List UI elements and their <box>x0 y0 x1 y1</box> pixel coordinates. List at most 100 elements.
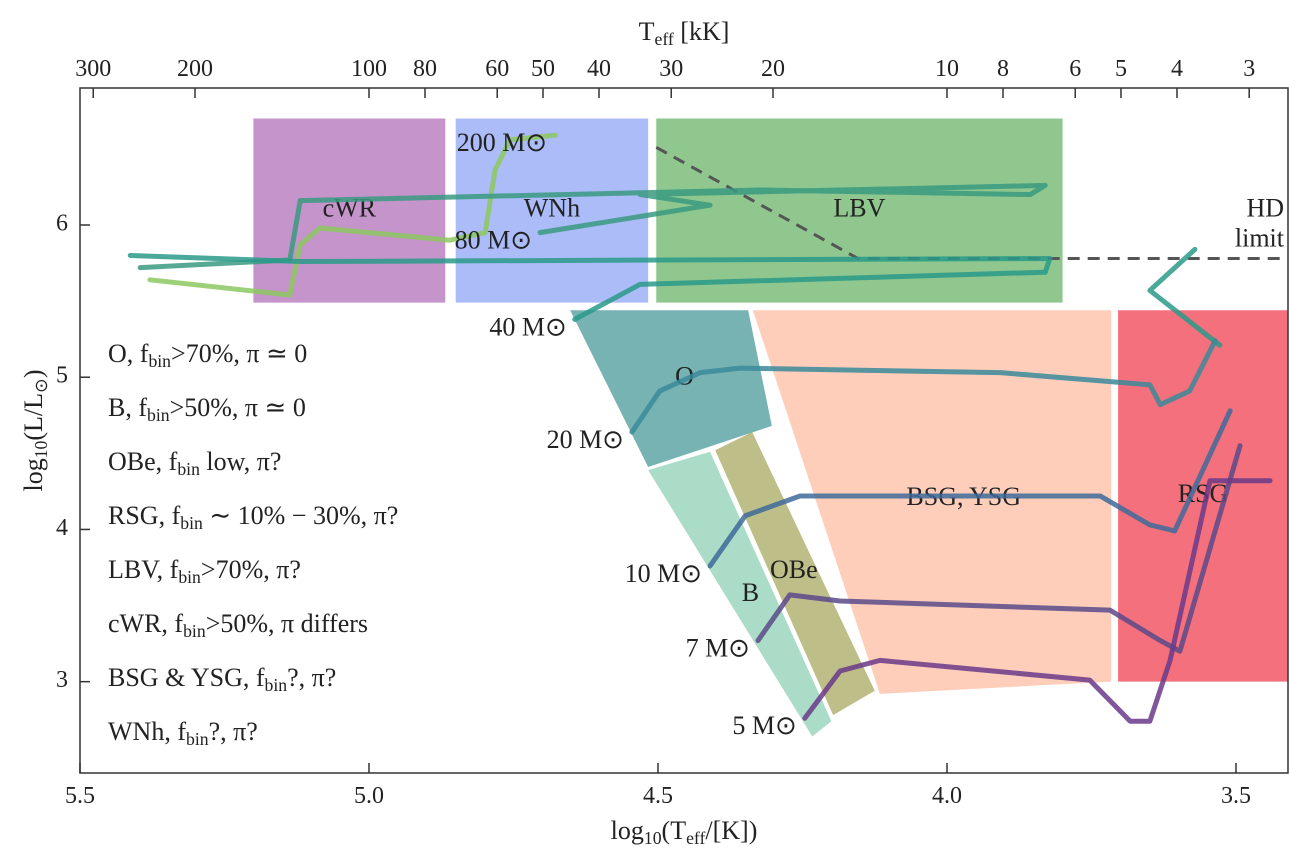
x2-tick-label: 200 <box>177 56 213 82</box>
legend-entry-part: B, f <box>108 393 147 422</box>
legend-entry-part: bin <box>186 729 209 749</box>
hd-limit-label: limit <box>1235 223 1285 252</box>
x2-tick-label: 300 <box>75 56 111 82</box>
x2-tick-label: 60 <box>485 56 509 82</box>
legend-entry-part: ∼ 10% − 30%, π? <box>203 501 398 530</box>
x-axis-label-part: (T <box>662 816 687 845</box>
y-tick-label: 5 <box>56 363 68 389</box>
y-axis-label-part: ) <box>19 369 48 378</box>
x-axis-label: log10(Teff/[K]) <box>611 816 758 848</box>
legend-entry-part: bin <box>177 459 200 479</box>
x2-tick-label: 10 <box>935 56 959 82</box>
legend-entry-part: >70%, π? <box>201 555 301 584</box>
x-tick-label: 5.5 <box>65 783 95 809</box>
x2-axis-label-part: eff <box>655 29 674 49</box>
x2-tick-label: 5 <box>1115 56 1127 82</box>
x-tick-label: 3.5 <box>1221 783 1251 809</box>
legend-entry-part: O, f <box>108 339 149 368</box>
plot-frame <box>79 87 1289 774</box>
legend-entry-part: WNh, f <box>108 717 186 746</box>
track-label: 10 M⊙ <box>625 559 702 588</box>
legend-entry-part: bin <box>178 567 201 587</box>
legend-entry-part: bin <box>180 513 203 533</box>
x2-tick-label: 80 <box>413 56 437 82</box>
x-axis-label-part: log <box>611 816 644 845</box>
x-tick-label: 5.0 <box>354 783 384 809</box>
legend-entry-part: >50%, π ≃ 0 <box>170 393 306 422</box>
legend-entry-part: >50%, π differs <box>206 609 368 638</box>
legend-entry-part: LBV, f <box>108 555 179 584</box>
legend-entry-part: cWR, f <box>108 609 183 638</box>
y-axis-label-part: log <box>19 458 48 491</box>
x2-tick-label: 50 <box>531 56 555 82</box>
legend-entry: BSG & YSG, fbin?, π? <box>108 663 336 695</box>
legend-entry: LBV, fbin>70%, π? <box>108 555 301 587</box>
y-axis-label: log10(L/L⊙) <box>19 369 51 491</box>
y-tick-label: 3 <box>56 667 68 693</box>
legend-entry-part: >70%, π ≃ 0 <box>171 339 307 368</box>
y-axis-label-part: ⊙ <box>31 378 51 393</box>
legend-entry: O, fbin>70%, π ≃ 0 <box>108 339 307 371</box>
x2-tick-label: 40 <box>587 56 611 82</box>
track-label: 7 M⊙ <box>686 634 750 663</box>
legend-entry: RSG, fbin ∼ 10% − 30%, π? <box>108 501 398 533</box>
x-tick-label: 4.0 <box>932 783 962 809</box>
region <box>455 118 649 303</box>
legend-entry-part: OBe, f <box>108 447 178 476</box>
x2-tick-label: 8 <box>997 56 1009 82</box>
legend-entry: WNh, fbin?, π? <box>108 717 258 749</box>
x2-tick-label: 100 <box>351 56 387 82</box>
x2-tick-label: 3 <box>1243 56 1255 82</box>
x-axis-label-part: eff <box>686 828 705 848</box>
track <box>127 246 1223 348</box>
x2-tick-label: 4 <box>1171 56 1183 82</box>
region <box>752 310 1112 694</box>
track-label: 80 M⊙ <box>455 226 532 255</box>
track <box>137 182 1048 271</box>
legend-entry-part: bin <box>147 405 170 425</box>
region-label: OBe <box>770 555 818 584</box>
legend-entry-part: bin <box>183 621 206 641</box>
region-label: WNh <box>524 194 580 223</box>
legend-entry-part: ?, π? <box>287 663 336 692</box>
track <box>147 132 558 298</box>
x-tick-label: 4.5 <box>643 783 673 809</box>
track-label: 40 M⊙ <box>489 312 566 341</box>
legend-entry: OBe, fbin low, π? <box>108 447 281 479</box>
track <box>707 408 1233 569</box>
legend-entry-part: RSG, f <box>108 501 181 530</box>
region <box>570 310 772 468</box>
track-label: 200 M⊙ <box>457 128 547 157</box>
legend-entry-part: ?, π? <box>209 717 258 746</box>
region <box>648 451 832 737</box>
region <box>253 118 446 303</box>
x2-tick-label: 30 <box>659 56 683 82</box>
region-label: B <box>742 578 759 607</box>
x2-axis-label-part: T <box>639 17 655 46</box>
x2-axis-label-part: [kK] <box>674 17 730 46</box>
x2-tick-label: 6 <box>1069 56 1081 82</box>
legend-entry: cWR, fbin>50%, π differs <box>108 609 368 641</box>
legend-entry-part: BSG & YSG, f <box>108 663 265 692</box>
region-label: LBV <box>833 194 885 223</box>
legend-entry: B, fbin>50%, π ≃ 0 <box>108 393 306 425</box>
y-axis-label-part: (L/L <box>19 393 48 441</box>
legend-entry-part: bin <box>148 351 171 371</box>
track <box>629 338 1218 435</box>
hd-limit-label: HD <box>1246 193 1284 222</box>
legend-entry-part: bin <box>265 675 288 695</box>
track-label: 5 M⊙ <box>732 711 796 740</box>
x-axis-label-part: 10 <box>644 828 662 848</box>
track-label: 20 M⊙ <box>547 425 624 454</box>
x2-tick-label: 20 <box>761 56 785 82</box>
region <box>715 432 875 716</box>
track <box>755 443 1243 654</box>
x-axis-label-part: /[K]) <box>705 816 757 845</box>
track <box>802 478 1273 724</box>
y-tick-label: 6 <box>56 211 68 237</box>
legend-entry-part: low, π? <box>200 447 281 476</box>
y-tick-label: 4 <box>56 515 68 541</box>
x2-axis-label: Teff [kK] <box>639 17 730 49</box>
